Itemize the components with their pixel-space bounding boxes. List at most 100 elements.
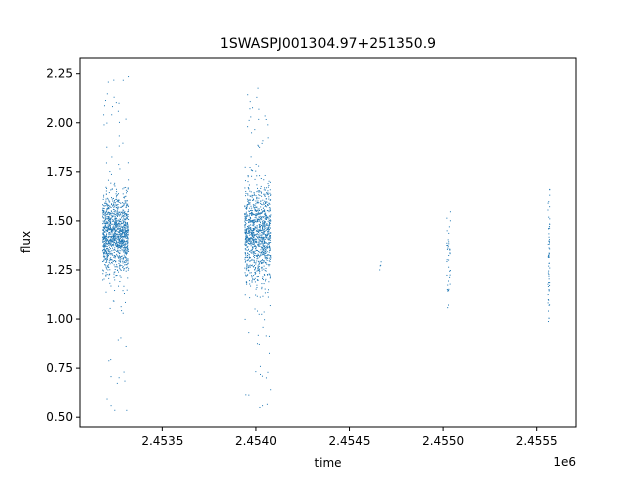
- data-point: [268, 226, 270, 228]
- data-point: [245, 236, 247, 238]
- data-point: [106, 93, 108, 95]
- data-point: [109, 224, 111, 226]
- data-point: [244, 243, 246, 245]
- data-point: [108, 217, 110, 219]
- data-point: [110, 222, 112, 224]
- data-point: [104, 242, 106, 244]
- data-point: [124, 252, 126, 254]
- data-point: [251, 258, 253, 260]
- data-point: [256, 234, 258, 236]
- data-point: [251, 249, 253, 251]
- data-point: [103, 210, 105, 212]
- data-point: [258, 263, 260, 265]
- data-point: [262, 245, 264, 247]
- data-point: [116, 218, 118, 220]
- data-point: [259, 245, 261, 247]
- data-point: [106, 204, 108, 206]
- data-point: [103, 243, 105, 245]
- data-point: [106, 214, 108, 216]
- data-point: [269, 352, 270, 354]
- data-point: [449, 249, 451, 251]
- data-point: [547, 299, 549, 301]
- data-point: [253, 253, 255, 255]
- data-point: [118, 193, 120, 195]
- data-point: [123, 232, 125, 234]
- data-point: [245, 245, 247, 247]
- data-point: [104, 225, 106, 227]
- data-point: [254, 213, 256, 215]
- data-point: [118, 232, 120, 234]
- data-point: [116, 204, 118, 206]
- data-point: [124, 227, 126, 229]
- data-point: [114, 216, 116, 218]
- data-point: [255, 241, 257, 243]
- data-point: [244, 218, 246, 220]
- data-point: [264, 195, 266, 197]
- data-point: [265, 202, 267, 204]
- data-point: [249, 190, 251, 192]
- data-point: [106, 187, 108, 189]
- data-point: [250, 232, 252, 234]
- data-point: [264, 213, 266, 215]
- data-point: [113, 273, 115, 275]
- data-point: [270, 389, 272, 391]
- data-point: [127, 214, 129, 216]
- data-point: [262, 262, 264, 264]
- data-point: [257, 243, 259, 245]
- data-point: [244, 239, 246, 241]
- data-point: [113, 201, 115, 203]
- data-point: [268, 242, 270, 244]
- data-point: [269, 215, 271, 217]
- data-point: [122, 240, 124, 242]
- data-point: [253, 219, 255, 221]
- data-point: [109, 231, 111, 233]
- data-point: [266, 227, 268, 229]
- data-point: [256, 295, 258, 297]
- data-point: [246, 198, 248, 200]
- data-point: [106, 193, 107, 195]
- data-point: [111, 203, 113, 205]
- data-point: [258, 224, 260, 226]
- data-point: [257, 244, 259, 246]
- data-point: [269, 203, 271, 205]
- data-point: [549, 304, 551, 306]
- data-point: [116, 225, 118, 227]
- data-point: [268, 202, 270, 204]
- data-point: [112, 244, 114, 246]
- data-point: [125, 200, 127, 202]
- data-point: [249, 257, 251, 259]
- data-point: [447, 284, 449, 286]
- data-point: [250, 245, 252, 247]
- data-point: [127, 227, 129, 229]
- data-point: [104, 256, 106, 258]
- data-point: [106, 398, 108, 400]
- data-point: [103, 259, 105, 261]
- data-point: [108, 243, 110, 245]
- data-point: [244, 217, 246, 219]
- data-point: [121, 214, 123, 216]
- data-point: [267, 232, 269, 234]
- data-point: [111, 230, 113, 232]
- data-point: [265, 202, 267, 204]
- data-point: [122, 241, 124, 243]
- data-point: [264, 269, 266, 271]
- data-point: [254, 226, 256, 228]
- data-point: [125, 222, 127, 224]
- data-point: [119, 236, 121, 238]
- data-point: [265, 212, 267, 214]
- data-point: [246, 267, 248, 269]
- data-point: [263, 241, 265, 243]
- data-point: [114, 260, 116, 262]
- data-point: [120, 240, 122, 242]
- data-point: [107, 255, 109, 257]
- data-point: [120, 250, 122, 252]
- data-point: [255, 371, 257, 373]
- data-point: [114, 255, 116, 257]
- data-point: [106, 216, 108, 218]
- data-point: [109, 252, 111, 254]
- data-point: [109, 251, 111, 253]
- data-point: [119, 218, 121, 220]
- data-point: [126, 222, 128, 224]
- data-point: [122, 241, 124, 243]
- data-point: [122, 142, 124, 144]
